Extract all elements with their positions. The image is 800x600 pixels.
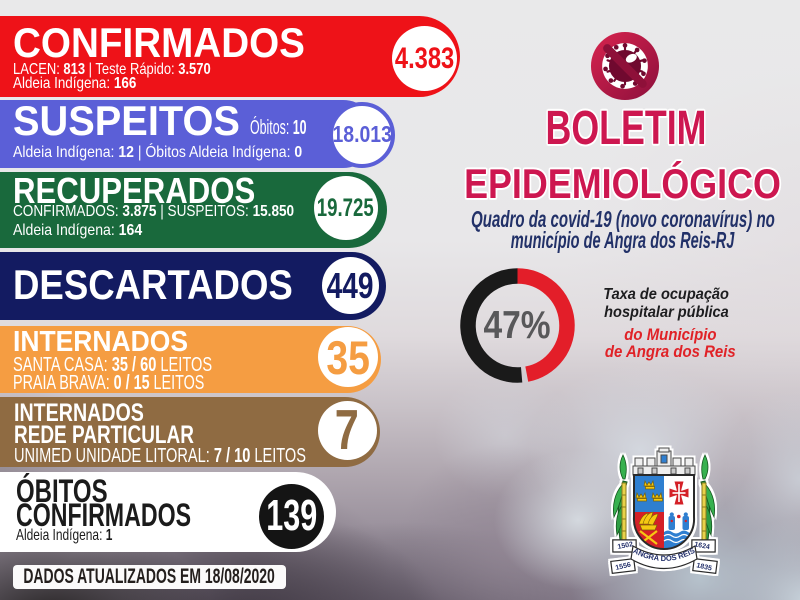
- date-1835: 1835: [696, 562, 713, 572]
- mural-crown: [632, 447, 696, 476]
- page-title-line1: BOLETIM: [446, 101, 800, 155]
- percent-text: 47%: [483, 303, 552, 347]
- bar-title-internados-rede-2: REDE PARTICULAR: [14, 420, 194, 449]
- occupancy-caption-red: do Município de Angra dos Reis: [604, 324, 736, 362]
- subtitle: Quadro da covid-19 (novo coronavírus) no…: [443, 205, 800, 253]
- date-1502: 1502: [617, 541, 634, 551]
- page-title-line2: EPIDEMIOLÓGICO: [443, 159, 800, 207]
- stat-bar-recuperados: RECUPERADOS CONFIRMADOS: 3.875 | SUSPEITO…: [0, 172, 387, 248]
- shield: [632, 474, 696, 551]
- badge-internados-rede: 7: [317, 398, 377, 462]
- bar-title-descartados: DESCARTADOS: [13, 260, 293, 308]
- date-1624: 1624: [694, 541, 711, 551]
- bar-title-recuperados: RECUPERADOS: [13, 170, 256, 212]
- stat-bar-obitos: ÓBITOS CONFIRMADOS Aldeia Indígena: 1 139: [0, 472, 336, 552]
- bar-detail-confirmados-2: Aldeia Indígena: 166: [13, 75, 137, 93]
- date-1556: 1556: [615, 562, 632, 572]
- bar-title-confirmados: CONFIRMADOS: [13, 19, 305, 67]
- bar-title-internados: INTERNADOS: [13, 326, 189, 359]
- badge-obitos: 139: [259, 483, 324, 549]
- bar-title-obitos-2: CONFIRMADOS: [16, 497, 192, 533]
- sugarcane-right: [700, 454, 715, 546]
- updated-banner: DADOS ATUALIZADOS EM 18/08/2020: [13, 565, 286, 589]
- bar-detail-obitos-1: Aldeia Indígena: 1: [16, 527, 113, 544]
- title-text-boletim: BOLETIM: [545, 101, 707, 155]
- headdress-arrows: [638, 511, 659, 545]
- badge-internados: 35: [318, 327, 378, 387]
- subtitle-line2: município de Angra dos Reis-RJ: [511, 226, 735, 253]
- subtitle-line1: Quadro da covid-19 (novo coronavírus) no: [471, 205, 775, 232]
- badge-descartados: 449: [321, 257, 379, 315]
- bar-detail-internados-1: SANTA CASA: 35 / 60 LEITOS: [13, 353, 213, 376]
- sugarcane-left: [613, 454, 628, 546]
- bar-detail-suspeitos-1: Aldeia Indígena: 12 | Óbitos Aldeia Indí…: [13, 144, 303, 162]
- bar-title-internados-rede: INTERNADOS: [14, 398, 144, 427]
- occupancy-caption-dark: Taxa de ocupação hospitalar pública: [603, 285, 729, 322]
- stat-bar-internados: INTERNADOS SANTA CASA: 35 / 60 LEITOS PRAI…: [0, 326, 381, 393]
- occupancy-donut-chart: 47%: [458, 266, 577, 385]
- stat-bar-internados-rede: INTERNADOS REDE PARTICULAR UNIMED UNIDADE …: [0, 397, 380, 467]
- badge-recuperados: 19.725: [313, 176, 378, 240]
- coat-of-arms: 1502 1556 1624 1835 ANGRA DOS REIS: [608, 447, 720, 579]
- bar-detail-internados-2: PRAIA BRAVA: 0 / 15 LEITOS: [13, 371, 205, 394]
- title-text-epidemiologico: EPIDEMIOLÓGICO: [464, 159, 782, 207]
- updated-text: DADOS ATUALIZADOS EM 18/08/2020: [23, 565, 276, 588]
- no-virus-icon: [590, 31, 660, 101]
- occupancy-percent: 47%: [458, 266, 577, 385]
- bar-title-obitos: ÓBITOS: [16, 472, 108, 509]
- bar-detail-recuperados-2: Aldeia Indígena: 164: [13, 221, 143, 239]
- cross-of-christ: [669, 481, 689, 505]
- bar-detail-internados-rede-1: UNIMED UNIDADE LITORAL: 7 / 10 LEITOS: [14, 445, 306, 467]
- stat-bar-suspeitos: SUSPEITOS Óbitos: 10 Aldeia Indígena: 12 |…: [0, 97, 395, 168]
- bar-title-suspeitos: SUSPEITOS: [13, 97, 240, 145]
- stat-bar-descartados: DESCARTADOS 449: [0, 251, 386, 320]
- ribbon: [610, 539, 718, 575]
- stat-bar-confirmados: CONFIRMADOS LACEN: 813 | Teste Rápido: 3.…: [0, 15, 460, 97]
- bar-title-note-suspeitos: Óbitos: 10: [250, 117, 307, 139]
- badge-suspeitos: 18.013: [329, 101, 395, 168]
- badge-confirmados: 4.383: [391, 26, 457, 92]
- bar-detail-recuperados-1: CONFIRMADOS: 3.875 | SUSPEITOS: 15.850: [13, 203, 295, 221]
- bar-detail-confirmados-1: LACEN: 813 | Teste Rápido: 3.570: [13, 61, 211, 79]
